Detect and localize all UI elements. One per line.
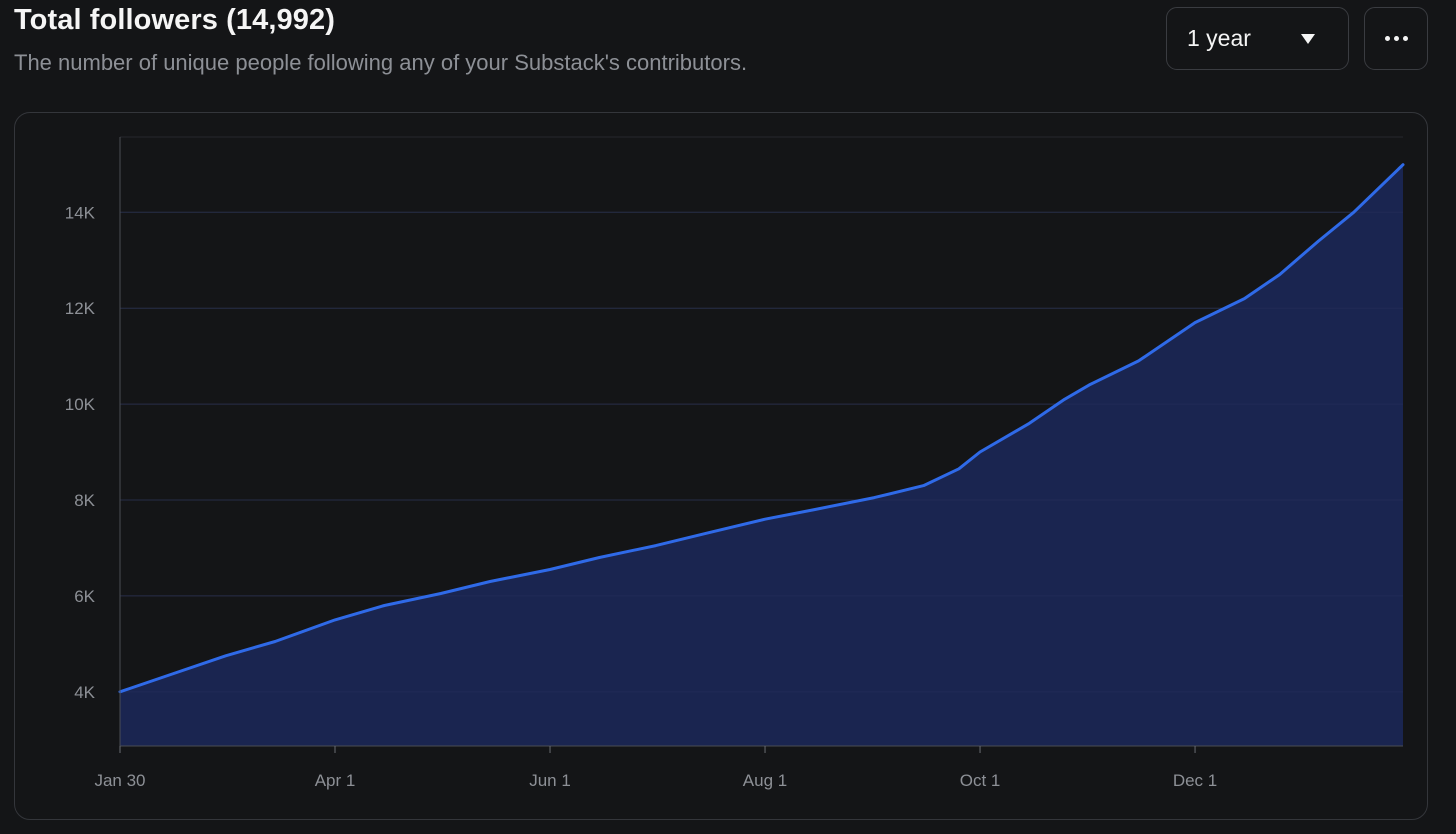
- x-tick-label: Jan 30: [94, 771, 145, 790]
- more-options-button[interactable]: [1364, 7, 1428, 70]
- ellipsis-dot: [1393, 36, 1399, 41]
- period-select-label: 1 year: [1187, 25, 1251, 51]
- ellipsis-dot: [1402, 36, 1408, 41]
- caret-down-icon: [1301, 33, 1315, 44]
- followers-area: [120, 164, 1403, 746]
- chart-card: 4K 6K 8K 10K 12K 14K Jan 30 Apr 1 Jun 1 Aug 1 Oct …: [14, 112, 1428, 820]
- page-title: Total followers (14,992): [14, 4, 335, 36]
- y-tick-label: 6K: [74, 587, 95, 606]
- period-select[interactable]: 1 year: [1166, 7, 1349, 70]
- x-tick-label: Jun 1: [529, 771, 571, 790]
- followers-line: [118, 163, 1405, 694]
- followers-chart[interactable]: 4K 6K 8K 10K 12K 14K Jan 30 Apr 1 Jun 1 Aug 1 Oct …: [15, 113, 1427, 819]
- x-tick-label: Dec 1: [1173, 771, 1217, 790]
- y-tick-label: 14K: [65, 203, 96, 222]
- x-tick-label: Aug 1: [743, 771, 787, 790]
- x-tick-label: Apr 1: [315, 771, 356, 790]
- ellipsis-horizontal-icon: [1384, 36, 1390, 41]
- y-tick-label: 12K: [65, 299, 96, 318]
- y-tick-label: 4K: [74, 683, 95, 702]
- x-tick-label: Oct 1: [960, 771, 1001, 790]
- y-tick-label: 10K: [65, 395, 96, 414]
- page-subtitle: The number of unique people following an…: [14, 50, 748, 75]
- y-tick-label: 8K: [74, 491, 95, 510]
